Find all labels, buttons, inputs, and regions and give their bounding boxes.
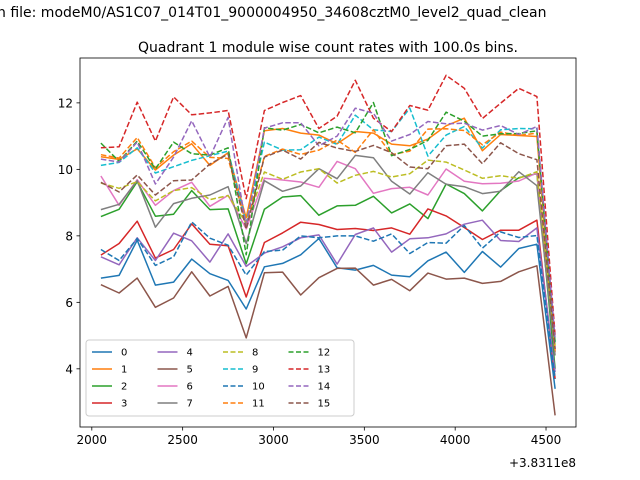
y-tick-label-8: 8 [65, 229, 73, 243]
legend-label-12: 12 [318, 348, 331, 359]
chart-title: Quadrant 1 module wise count rates with … [138, 40, 518, 56]
series-line-4 [100, 219, 556, 373]
y-tick-label-10: 10 [58, 163, 73, 177]
y-tick-label-4: 4 [65, 362, 73, 376]
series-line-13 [100, 74, 556, 336]
x-tick-label-2000: 2000 [77, 433, 108, 447]
series-line-15 [100, 141, 556, 349]
legend-label-14: 14 [318, 382, 331, 393]
series-line-12 [100, 101, 556, 343]
x-tick-label-4000: 4000 [440, 433, 471, 447]
series-line-7 [100, 154, 556, 356]
legend-label-15: 15 [318, 399, 331, 410]
legend-label-7: 7 [187, 399, 193, 410]
x-tick-label-4500: 4500 [531, 433, 562, 447]
series-line-0 [100, 237, 556, 389]
legend-label-8: 8 [252, 348, 258, 359]
legend-label-10: 10 [252, 382, 265, 393]
legend-label-2: 2 [121, 382, 127, 393]
x-axis-offset-label: +3.8311e8 [509, 456, 576, 470]
x-tick-label-3000: 3000 [258, 433, 289, 447]
x-tick-label-2500: 2500 [167, 433, 198, 447]
legend-label-11: 11 [252, 399, 265, 410]
legend-label-4: 4 [187, 348, 193, 359]
legend-label-13: 13 [318, 365, 331, 376]
y-tick-label-12: 12 [58, 96, 73, 110]
legend-label-3: 3 [121, 399, 127, 410]
plot-frame [79, 57, 577, 428]
figure-suptitle: n file: modeM0/AS1C07_014T01_9000004950_… [0, 5, 546, 21]
plot-area: 2000 2500 3000 3500 4000 45004681012012345678… [58, 57, 577, 447]
y-tick-label-6: 6 [65, 296, 73, 310]
series-line-1 [100, 117, 556, 353]
legend-label-0: 0 [121, 348, 127, 359]
series-line-14 [100, 107, 556, 339]
series-line-3 [100, 208, 556, 379]
legend-label-1: 1 [121, 365, 127, 376]
legend-label-6: 6 [187, 382, 193, 393]
series-line-8 [100, 159, 556, 346]
series-line-10 [100, 221, 556, 379]
series-line-2 [100, 172, 556, 369]
series-line-5 [100, 265, 556, 416]
series-line-9 [100, 107, 556, 343]
legend-label-9: 9 [252, 365, 258, 376]
x-tick-label-3500: 3500 [349, 433, 380, 447]
legend-label-5: 5 [187, 365, 193, 376]
legend-box [85, 339, 355, 417]
